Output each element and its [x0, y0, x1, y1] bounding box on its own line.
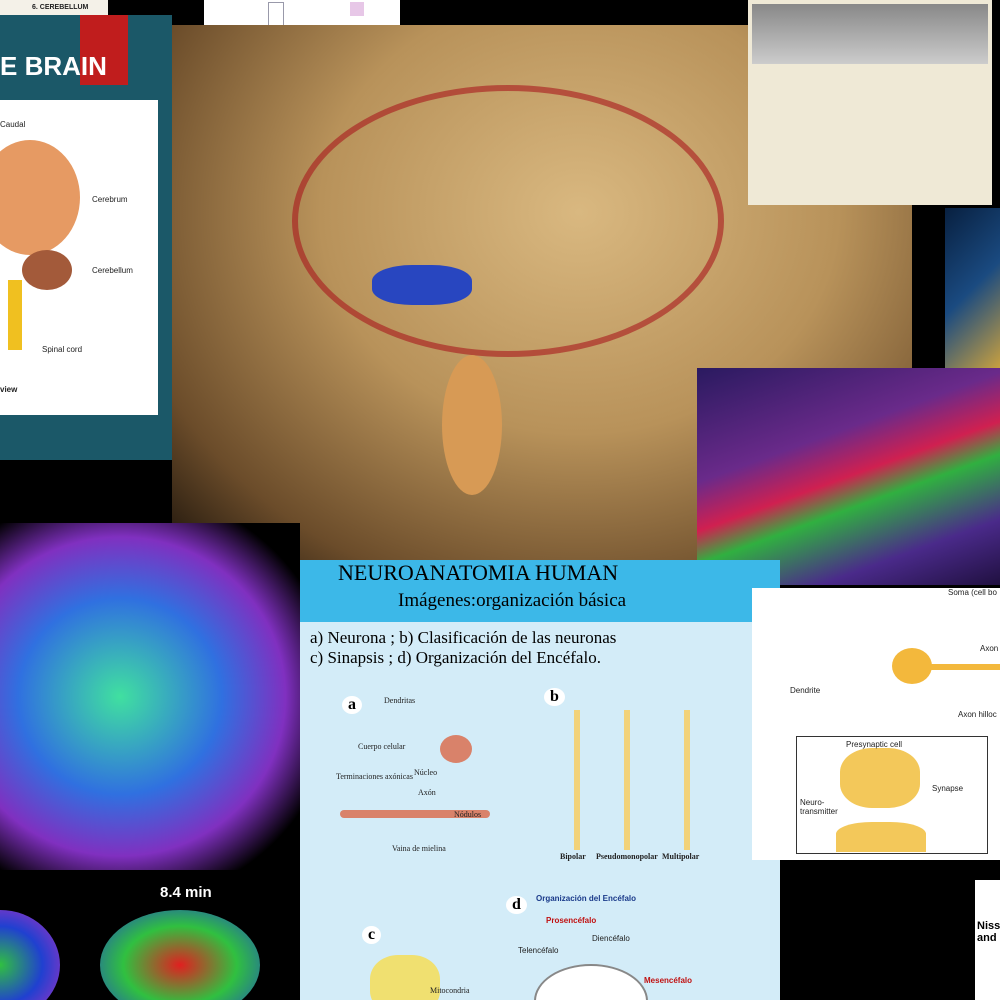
tractography [0, 523, 300, 870]
label: Neuro-transmitter [800, 798, 838, 816]
postsynaptic [836, 822, 926, 852]
label: Synapse [932, 784, 964, 793]
neuron [684, 710, 690, 850]
label: Vaina de mielina [392, 844, 446, 853]
neuron-diagram: Soma (cell bo Dendrite Axon Axon hilloc … [752, 588, 1000, 860]
vessels [292, 85, 724, 357]
slide-line: c) Sinapsis ; d) Organización del Encéfa… [310, 648, 601, 667]
label: Axon [980, 644, 999, 653]
doc-heading: 6. CEREBELLUM [32, 4, 89, 11]
red-corner [80, 15, 128, 85]
slide-title: NEUROANATOMIA HUMAN [338, 560, 619, 585]
time-label: 8.4 min [160, 884, 212, 901]
slide-header [300, 560, 780, 622]
presynaptic [840, 748, 920, 808]
nissl-doc: Niss and [975, 880, 1000, 1000]
label: Cuerpo celular [358, 742, 406, 751]
label: Telencéfalo [518, 946, 559, 955]
label: Mitocondria [430, 986, 470, 995]
brain-photos [752, 4, 988, 64]
label: Presynaptic cell [846, 740, 903, 749]
label: view [0, 385, 18, 394]
slide-subtitle: Imágenes:organización básica [398, 590, 627, 611]
panel-letter: a [342, 696, 362, 714]
brain-section [534, 964, 648, 1000]
fluorescent-image [697, 368, 1000, 585]
neuron-body [440, 735, 472, 763]
slice [0, 910, 60, 1000]
axon [340, 810, 490, 818]
panel-letter: d [506, 896, 527, 914]
nissl-text: Niss and [977, 920, 1000, 944]
spine-drawing [8, 280, 22, 350]
slice [100, 910, 260, 1000]
neuron [624, 710, 630, 850]
label: Dendrite [790, 686, 821, 695]
slide-line: a) Neurona ; b) Clasificación de las neu… [310, 628, 617, 647]
neuron [574, 710, 580, 850]
soma [892, 648, 932, 684]
label: Mesencéfalo [644, 976, 693, 985]
label: Pseudomonopolar [596, 852, 658, 861]
label: Soma (cell bo [948, 588, 997, 597]
label: Núcleo [414, 768, 438, 777]
fiber-image [945, 208, 1000, 368]
book-title: E BRAIN [0, 51, 107, 81]
slide: NEUROANATOMIA HUMAN Imágenes:organizació… [300, 560, 780, 1000]
brain-book: E BRAIN Caudal Cerebrum Cerebellum Spina… [0, 15, 172, 460]
label: Axón [418, 788, 436, 797]
axon [927, 664, 1000, 670]
tractography-slices: 8.4 min [0, 870, 300, 1000]
label: Organización del Encéfalo [536, 894, 637, 903]
panel-letter: c [362, 926, 382, 944]
label: Terminaciones axónicas [336, 772, 413, 781]
label: Bipolar [560, 852, 586, 861]
label: Caudal [0, 120, 26, 129]
synapse-drawing [370, 955, 440, 1000]
label: Diencéfalo [592, 934, 630, 943]
label: Prosencéfalo [546, 916, 597, 925]
label: Axon hilloc [958, 710, 997, 719]
label: Spinal cord [42, 345, 83, 354]
blue-vessel [372, 265, 472, 305]
label: Dendritas [384, 696, 416, 705]
golgi-plates [748, 0, 992, 205]
panel-letter: b [544, 688, 565, 706]
label: Cerebrum [92, 195, 128, 204]
ear [442, 355, 502, 495]
label: Nódulos [454, 810, 482, 819]
label: Cerebellum [92, 266, 133, 275]
synapse-box [796, 736, 988, 854]
label: Multipolar [662, 852, 700, 861]
cerebellum-drawing [22, 250, 72, 290]
panel: Caudal Cerebrum Cerebellum Spinal cord v… [0, 100, 158, 415]
brain-drawing [0, 140, 80, 255]
box [350, 2, 364, 16]
